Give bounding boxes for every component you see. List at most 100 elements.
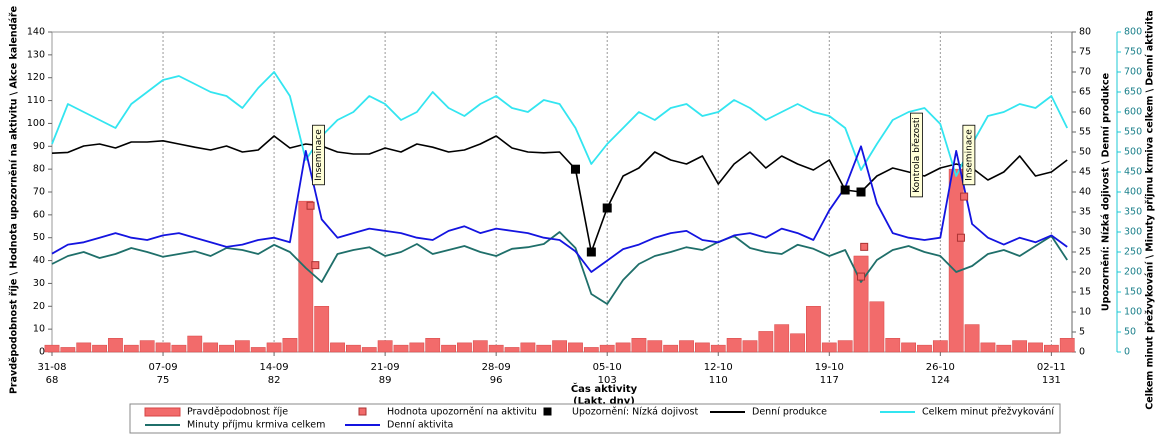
annotation-box — [312, 124, 325, 186]
marker — [570, 164, 580, 174]
x-tick-label: 12-10 — [704, 362, 733, 373]
marker — [840, 185, 850, 195]
bar — [330, 342, 345, 353]
marker — [960, 192, 969, 201]
y3-tick-label: 750 — [1124, 47, 1142, 58]
y2-tick-label: 5 — [1079, 327, 1085, 338]
bar — [869, 301, 885, 353]
y-tick-label: 30 — [33, 278, 45, 289]
y2-tick-label: 30 — [1079, 227, 1091, 238]
y2-label: Upozornění: Nízká dojivost \ Denní produ… — [1101, 73, 1112, 311]
x-tick-sublabel: 75 — [157, 375, 170, 386]
x-tick-sublabel: 103 — [598, 375, 617, 386]
x-tick-label: 05-10 — [593, 362, 622, 373]
x-tick-sublabel: 82 — [268, 375, 281, 386]
marker — [860, 242, 869, 251]
bar — [139, 340, 155, 353]
bar — [171, 344, 187, 353]
bar — [917, 344, 932, 353]
bar — [155, 342, 171, 353]
y-label: Pravděpodobnost říje \ Hodnota upozorněn… — [9, 6, 20, 394]
bar — [552, 340, 568, 353]
bar — [536, 344, 552, 353]
y2-tick-label: 70 — [1079, 67, 1091, 78]
x-tick-sublabel: 68 — [46, 375, 59, 386]
bar — [710, 344, 726, 353]
y3-tick-label: 0 — [1124, 347, 1130, 358]
bar — [695, 342, 710, 353]
plot-area — [51, 31, 1073, 353]
bar — [314, 306, 330, 353]
y-tick-label: 10 — [33, 324, 45, 335]
bar — [1028, 342, 1043, 353]
bar — [932, 340, 948, 353]
y2-tick-label: 40 — [1079, 187, 1091, 198]
bar — [123, 344, 139, 353]
x-tick-sublabel: 117 — [820, 375, 839, 386]
y3-tick-label: 200 — [1124, 267, 1142, 278]
bar — [647, 340, 663, 353]
bar — [219, 344, 234, 353]
annotation-label: Inseminace — [314, 129, 324, 181]
bar — [885, 338, 901, 353]
series-line — [51, 135, 1068, 253]
bar — [346, 344, 361, 353]
y2-tick-label: 60 — [1079, 107, 1091, 118]
x-tick-label: 21-09 — [371, 362, 400, 373]
y2-tick-label: 75 — [1079, 47, 1091, 58]
series-line — [51, 71, 1069, 177]
marker — [586, 247, 596, 257]
legend-swatch — [358, 407, 367, 416]
legend — [129, 403, 1061, 434]
x-tick-label: 31-08 — [37, 362, 66, 373]
y-tick-label: 90 — [33, 141, 45, 152]
annotation-box — [962, 124, 976, 186]
y-tick-label: 70 — [33, 187, 45, 198]
marker — [956, 233, 965, 242]
y2-tick-label: 65 — [1079, 87, 1091, 98]
y-tick-label: 40 — [33, 255, 45, 266]
bar — [298, 200, 314, 353]
x-tick-sublabel: 89 — [379, 375, 392, 386]
x-subtitle: (Lakt. dny) — [573, 396, 635, 407]
bar — [504, 347, 520, 353]
bar — [377, 340, 393, 353]
bar — [60, 347, 76, 353]
legend-swatch — [144, 407, 181, 417]
bar — [44, 344, 60, 353]
x-tick-label: 02-11 — [1037, 362, 1066, 373]
y3-tick-label: 250 — [1124, 247, 1142, 258]
bar — [234, 340, 250, 353]
bar — [266, 342, 282, 353]
y2-tick-label: 0 — [1079, 347, 1085, 358]
bar — [821, 342, 837, 353]
annotation-box — [910, 112, 923, 198]
bar — [457, 342, 472, 353]
bar — [1043, 344, 1059, 353]
marker — [856, 187, 866, 197]
bar — [250, 347, 266, 353]
y3-tick-label: 400 — [1124, 187, 1142, 198]
bar — [187, 335, 203, 353]
marker — [602, 203, 612, 213]
y3-tick-label: 600 — [1124, 107, 1142, 118]
x-tick-label: 28-09 — [482, 362, 511, 373]
y-tick-label: 120 — [27, 72, 45, 83]
bar — [726, 338, 742, 353]
legend-label: Pravděpodobnost říje — [187, 407, 288, 418]
bar — [663, 344, 679, 353]
y2-tick-label: 50 — [1079, 147, 1091, 158]
x-title: Čas aktivity — [571, 382, 638, 395]
bar — [409, 342, 425, 353]
x-tick-sublabel: 124 — [931, 375, 950, 386]
bar — [282, 338, 298, 353]
x-tick-sublabel: 131 — [1042, 375, 1061, 386]
bar — [758, 331, 774, 353]
x-tick-label: 19-10 — [815, 362, 844, 373]
y3-tick-label: 700 — [1124, 67, 1142, 78]
legend-label: Denní aktivita — [387, 420, 453, 431]
y3-tick-label: 500 — [1124, 147, 1142, 158]
bar — [980, 342, 996, 353]
bar — [599, 344, 615, 353]
y2-tick-label: 55 — [1079, 127, 1091, 138]
